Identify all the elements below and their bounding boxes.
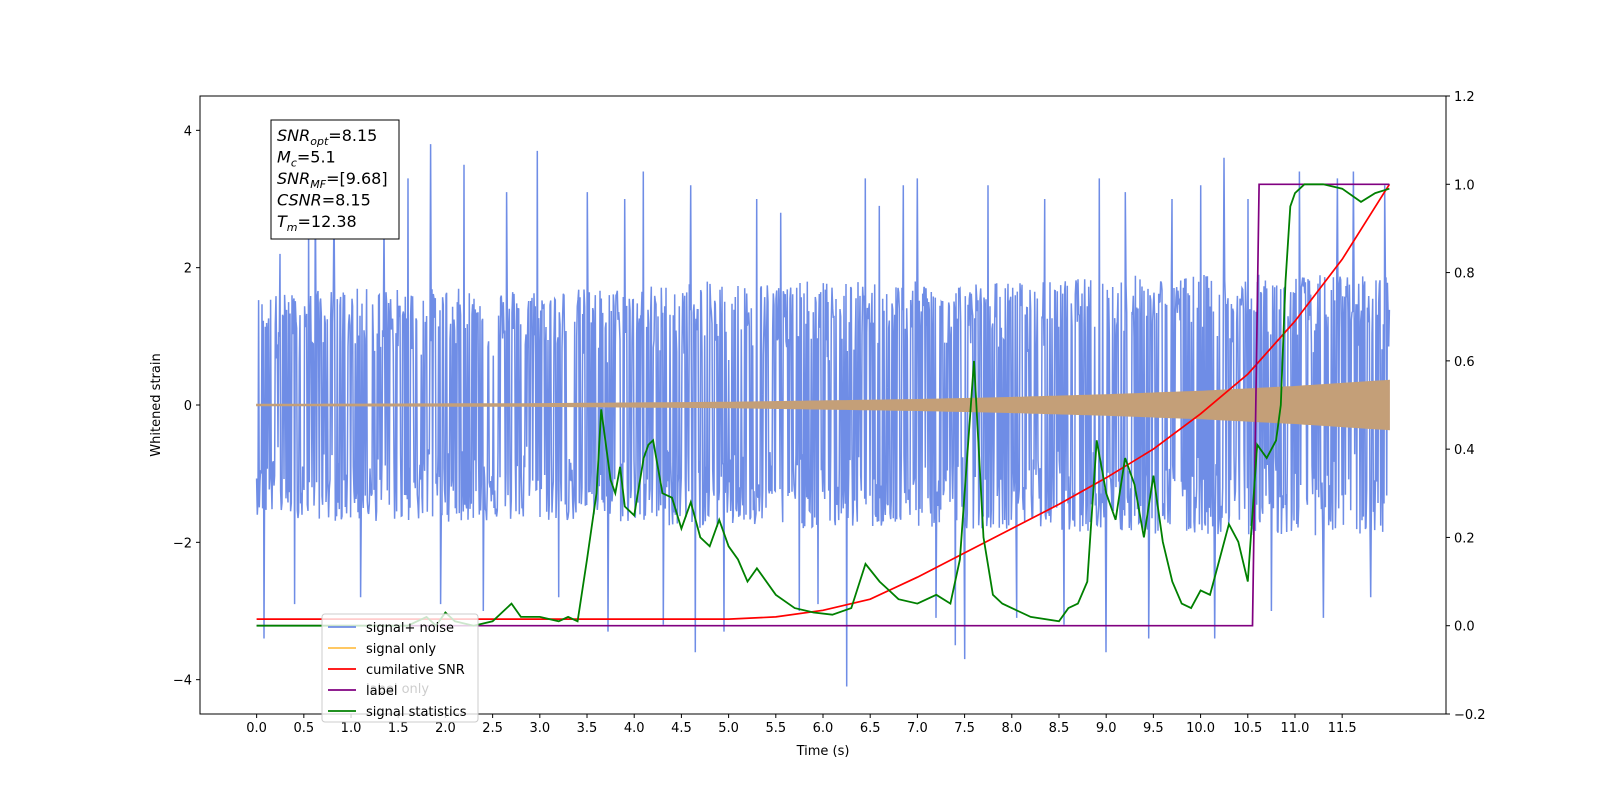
y2-tick-label: 0.2 bbox=[1454, 531, 1475, 546]
legend-label: signal+ noise bbox=[366, 621, 454, 636]
plot-area bbox=[255, 144, 1391, 687]
plot-series bbox=[255, 144, 1391, 687]
annotation-line: SNRMF=[9.68] bbox=[277, 169, 388, 191]
y-tick-label: 2 bbox=[184, 262, 192, 277]
series-signal-statistics bbox=[256, 183, 1390, 628]
x-tick-label: 6.5 bbox=[860, 721, 881, 736]
x-tick-label: 3.0 bbox=[529, 721, 550, 736]
annotation-line: CSNR=8.15 bbox=[277, 191, 371, 210]
legend-label: signal only bbox=[366, 642, 436, 657]
y-axis-label: Whitened strain bbox=[149, 353, 164, 456]
legend-label: cumilative SNR bbox=[366, 663, 465, 678]
y2-tick-label: 0.4 bbox=[1454, 443, 1475, 458]
x-tick-label: 5.5 bbox=[765, 721, 786, 736]
x-tick-label: 8.5 bbox=[1049, 721, 1070, 736]
x-tick-label: 8.0 bbox=[1001, 721, 1022, 736]
x-tick-label: 4.5 bbox=[671, 721, 692, 736]
x-tick-label: 9.0 bbox=[1096, 721, 1117, 736]
legend-frame bbox=[321, 613, 479, 723]
x-tick-label: 7.5 bbox=[954, 721, 975, 736]
y-tick-label: −2 bbox=[173, 536, 192, 551]
y-axis-right: 1.2 1.0 0.8 0.6 0.4 0.2 0.0 −0.2 bbox=[1446, 90, 1486, 723]
x-tick-label: 11.0 bbox=[1280, 721, 1309, 736]
x-tick-label: 3.5 bbox=[577, 721, 598, 736]
x-tick-label: 4.0 bbox=[624, 721, 645, 736]
x-tick-label: 2.5 bbox=[482, 721, 503, 736]
y2-tick-label: 0.8 bbox=[1454, 267, 1475, 282]
x-tick-label: 11.5 bbox=[1328, 721, 1357, 736]
x-tick-label: 5.0 bbox=[718, 721, 739, 736]
x-axis-label: Time (s) bbox=[796, 744, 850, 759]
y2-tick-label: 0.0 bbox=[1454, 620, 1475, 635]
x-tick-label: 0.5 bbox=[293, 721, 314, 736]
series-cumulative-snr bbox=[256, 183, 1391, 620]
y2-tick-label: 1.2 bbox=[1454, 90, 1475, 105]
y-tick-label: 0 bbox=[184, 399, 192, 414]
y-tick-label: −4 bbox=[173, 674, 192, 689]
x-tick-label: 10.0 bbox=[1186, 721, 1215, 736]
series-signal-only bbox=[256, 379, 1390, 431]
y2-tick-label: 0.6 bbox=[1454, 355, 1475, 370]
x-tick-label: 9.5 bbox=[1143, 721, 1164, 736]
annotation-line: Mc=5.1 bbox=[277, 148, 336, 170]
legend-label: label bbox=[366, 684, 397, 699]
legend-label: signal statistics bbox=[366, 705, 467, 720]
y2-tick-label: 1.0 bbox=[1454, 178, 1475, 193]
y-axis-left: 4 2 0 −2 −4 bbox=[173, 124, 200, 689]
x-tick-label: 10.5 bbox=[1233, 721, 1262, 736]
x-tick-label: 1.5 bbox=[388, 721, 409, 736]
annotation-frame bbox=[270, 119, 400, 240]
y2-tick-label: −0.2 bbox=[1454, 708, 1486, 723]
x-tick-label: 7.0 bbox=[907, 721, 928, 736]
x-tick-label: 2.0 bbox=[435, 721, 456, 736]
x-tick-label: 1.0 bbox=[341, 721, 362, 736]
series-signal-noise bbox=[255, 144, 1391, 687]
annotation-line: SNRopt=8.15 bbox=[277, 126, 377, 148]
x-axis: 0.0 0.5 1.0 1.5 2.0 2.5 3.0 3.5 4.0 4.5 5.0 5.5 6.0 6… bbox=[246, 714, 1357, 736]
x-tick-label: 6.0 bbox=[813, 721, 834, 736]
x-tick-label: 0.0 bbox=[246, 721, 267, 736]
y-tick-label: 4 bbox=[184, 124, 192, 139]
annotation-line: Tm=12.38 bbox=[277, 212, 357, 234]
